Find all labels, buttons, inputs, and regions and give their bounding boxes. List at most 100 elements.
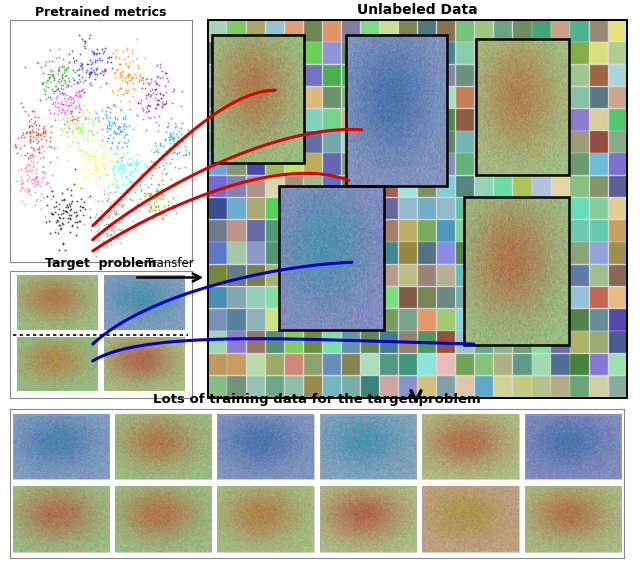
Point bbox=[74, 87, 84, 96]
Title: Unlabeled Data: Unlabeled Data bbox=[357, 3, 478, 17]
Point bbox=[122, 184, 132, 193]
Point bbox=[26, 142, 36, 151]
Point bbox=[52, 102, 62, 111]
Bar bbox=[570, 64, 589, 86]
Point bbox=[27, 122, 37, 131]
Bar bbox=[552, 354, 570, 375]
Point bbox=[154, 62, 164, 71]
Point bbox=[75, 90, 85, 99]
Point bbox=[144, 200, 154, 209]
Point bbox=[154, 180, 164, 189]
Point bbox=[168, 86, 179, 95]
Point bbox=[157, 90, 168, 99]
Point bbox=[65, 107, 75, 116]
Point bbox=[79, 42, 89, 51]
Point bbox=[113, 156, 123, 165]
Point bbox=[29, 146, 39, 155]
Point bbox=[158, 179, 168, 188]
Point bbox=[169, 135, 179, 144]
Point bbox=[156, 191, 166, 200]
Point bbox=[22, 128, 32, 137]
Point bbox=[42, 178, 52, 187]
Point bbox=[22, 171, 32, 180]
Bar bbox=[361, 198, 379, 219]
Point bbox=[150, 93, 160, 102]
Point bbox=[64, 49, 74, 58]
Point bbox=[32, 138, 42, 147]
Point bbox=[115, 238, 125, 247]
Bar bbox=[456, 64, 474, 86]
Point bbox=[73, 122, 83, 131]
Point bbox=[120, 171, 131, 180]
Point bbox=[119, 55, 129, 64]
Point bbox=[120, 130, 130, 139]
Point bbox=[47, 69, 58, 78]
Point bbox=[76, 195, 86, 204]
Bar bbox=[380, 87, 398, 108]
Bar bbox=[456, 198, 474, 219]
Point bbox=[83, 59, 93, 68]
Point bbox=[158, 90, 168, 99]
Point bbox=[119, 124, 129, 133]
Point bbox=[168, 140, 178, 149]
Point bbox=[113, 145, 124, 154]
Bar bbox=[609, 354, 627, 375]
Bar bbox=[304, 198, 322, 219]
Point bbox=[108, 149, 118, 158]
Point bbox=[71, 212, 81, 221]
Point bbox=[36, 167, 47, 176]
Bar bbox=[589, 109, 608, 130]
Point bbox=[63, 218, 74, 227]
Point bbox=[146, 77, 156, 86]
Bar bbox=[609, 243, 627, 264]
Point bbox=[85, 213, 95, 222]
Point bbox=[70, 115, 81, 124]
Point bbox=[97, 67, 107, 76]
Point bbox=[57, 125, 67, 134]
Point bbox=[108, 118, 118, 127]
Bar bbox=[609, 287, 627, 309]
Point bbox=[99, 158, 109, 167]
Point bbox=[86, 169, 96, 178]
Point bbox=[116, 83, 126, 92]
Point bbox=[98, 155, 108, 164]
Point bbox=[76, 184, 86, 193]
Point bbox=[139, 188, 149, 197]
Point bbox=[184, 149, 194, 158]
Point bbox=[74, 74, 84, 83]
Point bbox=[99, 149, 109, 158]
Bar bbox=[266, 309, 284, 331]
Bar bbox=[513, 153, 531, 175]
Point bbox=[66, 191, 76, 200]
Bar bbox=[246, 109, 265, 130]
Point bbox=[68, 114, 78, 123]
Point bbox=[151, 196, 161, 205]
Point bbox=[80, 36, 90, 45]
Point bbox=[87, 58, 97, 67]
Point bbox=[104, 210, 115, 219]
Point bbox=[72, 211, 82, 220]
Bar bbox=[513, 376, 531, 397]
Point bbox=[86, 137, 96, 146]
Point bbox=[75, 92, 85, 101]
Bar bbox=[589, 176, 608, 197]
Point bbox=[146, 156, 156, 165]
Point bbox=[76, 112, 86, 121]
Point bbox=[170, 162, 180, 171]
Point bbox=[157, 98, 168, 107]
Bar bbox=[513, 42, 531, 64]
Bar bbox=[285, 354, 303, 375]
Point bbox=[120, 76, 130, 85]
Bar bbox=[266, 287, 284, 309]
Point bbox=[40, 136, 51, 145]
Point bbox=[31, 174, 42, 183]
Point bbox=[68, 208, 79, 217]
Point bbox=[70, 90, 80, 99]
Point bbox=[68, 125, 78, 134]
Point bbox=[152, 127, 163, 136]
Bar bbox=[323, 265, 341, 286]
Point bbox=[22, 177, 32, 186]
Point bbox=[58, 213, 68, 222]
Point bbox=[138, 73, 148, 82]
Point bbox=[59, 195, 69, 204]
